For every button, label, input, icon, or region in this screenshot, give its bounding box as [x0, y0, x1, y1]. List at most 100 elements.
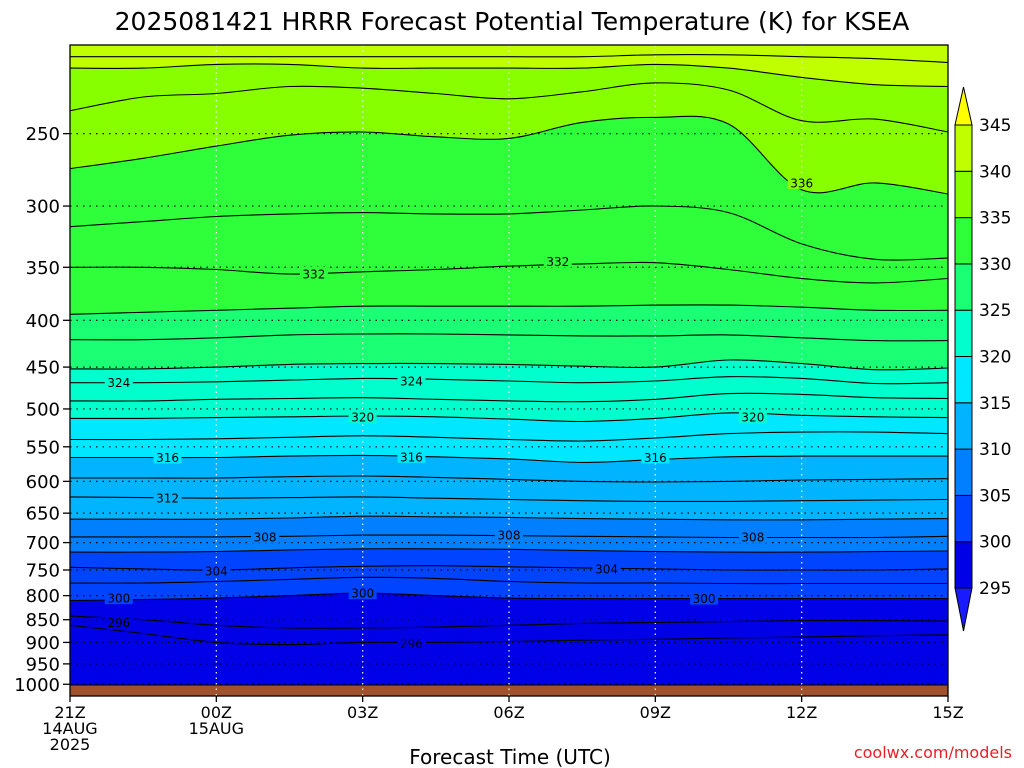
colorbar-label-340: 340 — [979, 162, 1011, 182]
y-tick-label-1000: 1000 — [14, 675, 60, 696]
contour-312 — [70, 496, 948, 503]
y-tick-label-500: 500 — [26, 399, 60, 420]
contour-label-312: 312 — [156, 492, 179, 506]
contour-label-bg-304-1 — [592, 561, 621, 575]
y-tick-label-850: 850 — [26, 610, 60, 631]
y-tick-label-350: 350 — [26, 258, 60, 279]
colorbar-arrow-bottom — [954, 587, 973, 632]
x-tick-label-09Z: 09Z — [640, 703, 671, 722]
x-tick-label-15AUG: 15AUG — [189, 719, 244, 738]
contour-326 — [70, 359, 948, 371]
chart-title: 2025081421 HRRR Forecast Potential Tempe… — [115, 7, 910, 36]
contour-314 — [70, 475, 948, 483]
contour-332 — [70, 261, 948, 284]
contour-300 — [70, 592, 948, 602]
contour-label-308: 308 — [741, 530, 764, 544]
colorbar-band-325-330 — [954, 263, 973, 311]
contour-label-300: 300 — [351, 587, 374, 601]
colorbar-label-305: 305 — [979, 486, 1011, 506]
colorbar-label-300: 300 — [979, 533, 1011, 553]
colorbar-arrow-top — [954, 86, 973, 126]
contour-340 — [70, 63, 948, 88]
ground-surface — [70, 685, 948, 696]
contour-label-324: 324 — [107, 376, 130, 390]
contour-label-bg-300-0 — [104, 591, 133, 605]
contour-298 — [70, 615, 948, 629]
contour-label-316: 316 — [400, 450, 423, 464]
y-tick-label-300: 300 — [26, 197, 60, 218]
contour-label-bg-296-1 — [397, 636, 426, 650]
contour-328 — [70, 333, 948, 342]
contour-label-bg-336-0 — [787, 175, 816, 189]
source-credit: coolwx.com/models — [854, 743, 1012, 762]
x-tick-label-2025: 2025 — [50, 735, 91, 754]
contour-302 — [70, 576, 948, 585]
contour-label-bg-308-0 — [251, 529, 280, 543]
colorbar-label-330: 330 — [979, 255, 1011, 275]
y-tick-label-900: 900 — [26, 633, 60, 654]
x-tick-label-21Z: 21Z — [54, 703, 85, 722]
x-tick-label-00Z: 00Z — [201, 703, 232, 722]
contour-320 — [70, 412, 948, 423]
contour-324 — [70, 376, 948, 385]
contour-label-bg-300-2 — [690, 591, 719, 605]
contour-label-316: 316 — [156, 451, 179, 465]
fill-band-above-342 — [70, 45, 948, 63]
contour-330 — [70, 304, 948, 315]
y-tick-label-750: 750 — [26, 560, 60, 581]
contour-label-bg-296-0 — [104, 615, 133, 629]
y-tick-label-800: 800 — [26, 586, 60, 607]
contour-label-304: 304 — [595, 562, 618, 576]
contour-label-300: 300 — [107, 592, 130, 606]
y-tick-label-700: 700 — [26, 533, 60, 554]
colorbar-band-300-305 — [954, 494, 973, 543]
colorbar-label-345: 345 — [979, 116, 1011, 136]
contour-316 — [70, 454, 948, 463]
contour-label-304: 304 — [205, 565, 228, 579]
contour-label-bg-316-1 — [397, 449, 426, 463]
y-tick-label-400: 400 — [26, 311, 60, 332]
contour-label-324: 324 — [400, 374, 423, 388]
contour-label-bg-320-1 — [738, 409, 767, 423]
y-tick-label-600: 600 — [26, 472, 60, 493]
contour-336 — [70, 115, 948, 195]
y-tick-label-450: 450 — [26, 358, 60, 379]
contour-label-bg-300-1 — [348, 586, 377, 600]
colorbar-band-320-325 — [954, 309, 973, 358]
contour-label-bg-316-2 — [641, 450, 670, 464]
contour-338 — [70, 82, 948, 133]
y-tick-label-950: 950 — [26, 654, 60, 675]
x-tick-label-15Z: 15Z — [932, 703, 963, 722]
colorbar-label-295: 295 — [979, 579, 1011, 599]
x-tick-label-03Z: 03Z — [347, 703, 378, 722]
x-tick-label-12Z: 12Z — [786, 703, 817, 722]
contour-label-bg-316-0 — [153, 450, 182, 464]
y-tick-label-650: 650 — [26, 504, 60, 525]
colorbar-band-295-300 — [954, 541, 973, 589]
contour-310 — [70, 515, 948, 521]
contour-label-296: 296 — [400, 637, 423, 651]
contour-label-320: 320 — [351, 410, 374, 424]
contour-label-bg-308-1 — [495, 528, 523, 542]
colorbar-label-310: 310 — [979, 440, 1011, 460]
contour-label-bg-304-0 — [202, 564, 231, 578]
colorbar-band-340-345 — [954, 124, 973, 172]
contour-label-332: 332 — [546, 255, 569, 269]
contour-label-bg-308-2 — [738, 529, 767, 543]
contour-label-308: 308 — [498, 529, 521, 543]
contour-label-bg-312-0 — [153, 491, 182, 505]
contour-label-296: 296 — [107, 616, 130, 630]
contour-label-bg-332-1 — [543, 254, 572, 268]
contour-label-320: 320 — [741, 410, 764, 424]
contour-label-316: 316 — [644, 451, 667, 465]
x-axis-label: Forecast Time (UTC) — [409, 745, 611, 768]
x-tick-label-06Z: 06Z — [493, 703, 524, 722]
x-tick-label-14AUG: 14AUG — [42, 719, 97, 738]
contour-label-332: 332 — [302, 268, 325, 282]
colorbar-band-330-335 — [954, 217, 973, 265]
contour-296 — [70, 624, 948, 646]
contour-label-300: 300 — [693, 592, 716, 606]
contour-342 — [70, 54, 948, 64]
colorbar-band-315-320 — [954, 356, 973, 404]
